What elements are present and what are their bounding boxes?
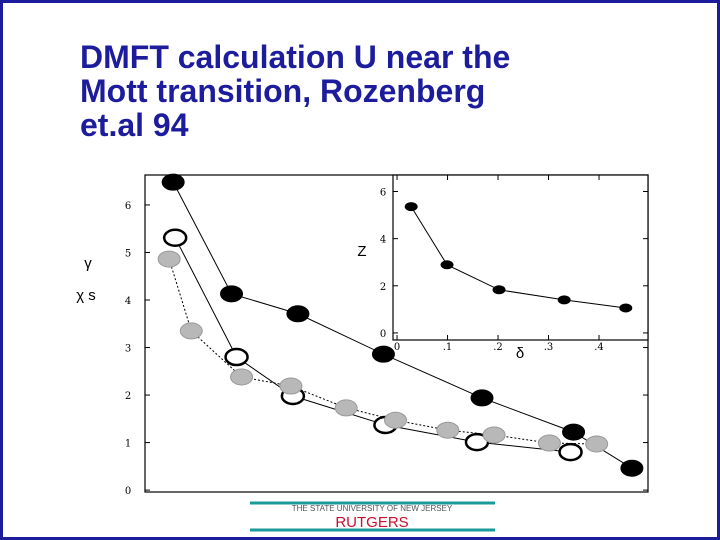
x-axis-label: δ: [516, 345, 524, 362]
y-tick-label: 4: [125, 296, 131, 307]
y-tick-label: 4: [380, 235, 386, 246]
y-axis-label: Z: [357, 243, 366, 260]
title-line: et.al 94: [80, 107, 189, 143]
x-tick-label: 0: [394, 342, 400, 353]
data-point: [279, 377, 303, 395]
x-tick-label: .1: [443, 342, 453, 353]
y-tick-label: 6: [380, 188, 386, 199]
data-point: [220, 285, 244, 303]
y-tick-label: 2: [380, 282, 386, 293]
data-point: [440, 260, 454, 270]
data-point: [371, 345, 395, 363]
y-tick-label: 5: [125, 248, 131, 259]
y-tick-label: 2: [125, 391, 131, 402]
data-point: [436, 421, 460, 439]
y-axis-label: γ: [84, 255, 92, 272]
data-point: [334, 399, 358, 417]
data-point: [562, 423, 586, 441]
data-point: [537, 434, 561, 452]
data-point: [162, 228, 188, 247]
data-point: [179, 322, 203, 340]
y-tick-label: 3: [125, 344, 131, 355]
data-point: [482, 426, 506, 444]
data-point: [224, 347, 249, 367]
x-tick-label: .2: [493, 342, 503, 353]
data-point: [492, 285, 506, 295]
footer-name: RUTGERS: [335, 514, 408, 531]
data-point: [558, 442, 583, 462]
footer-university: THE STATE UNIVERSITY OF NEW JERSEY: [292, 504, 453, 513]
data-point: [620, 459, 644, 477]
data-point: [470, 389, 494, 407]
y-axis-label: χ s: [76, 287, 96, 304]
data-point: [557, 295, 571, 305]
plot-frame: [392, 174, 649, 341]
y-tick-label: 1: [125, 439, 131, 450]
series-line: [168, 258, 597, 445]
data-point: [585, 435, 609, 453]
x-tick-label: .4: [594, 342, 604, 353]
title-line: Mott transition, Rozenberg: [80, 73, 485, 109]
y-tick-label: 0: [125, 486, 131, 497]
y-tick-label: 0: [380, 329, 386, 340]
data-point: [161, 173, 185, 191]
data-point: [286, 305, 310, 323]
data-point: [230, 368, 254, 386]
data-point: [383, 411, 407, 429]
x-tick-label: .3: [544, 342, 554, 353]
data-point: [404, 202, 418, 212]
title-line: DMFT calculation U near the: [80, 39, 510, 75]
y-tick-label: 6: [125, 201, 131, 212]
data-point: [157, 250, 181, 268]
data-point: [619, 303, 633, 313]
